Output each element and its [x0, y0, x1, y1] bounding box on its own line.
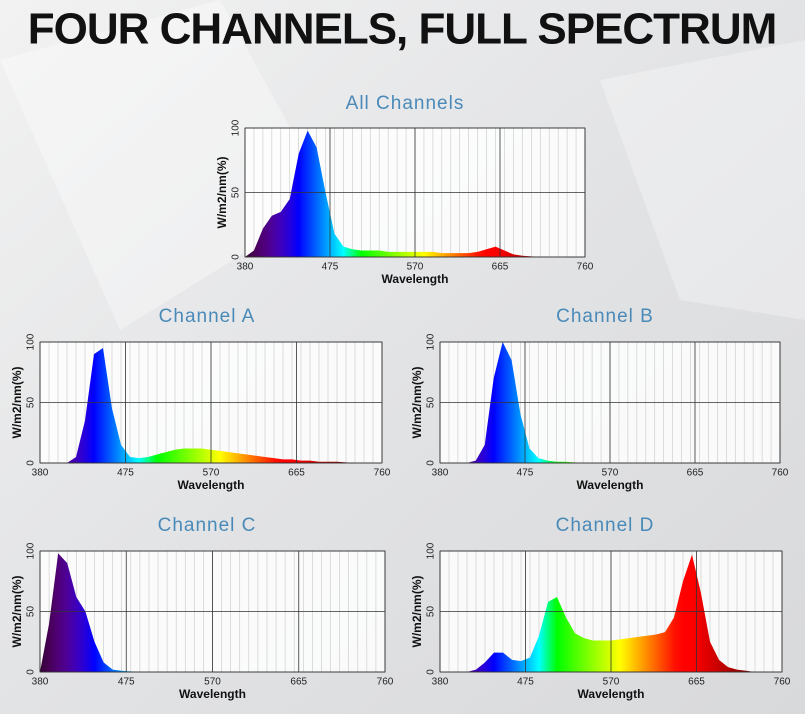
plot-frame	[244, 127, 586, 258]
y-tick-label: 0	[26, 460, 37, 466]
y-tick-label: 100	[231, 119, 242, 136]
y-tick-label: 100	[426, 542, 437, 559]
chart-title: Channel D	[556, 515, 655, 536]
y-tick-label: 0	[426, 460, 437, 466]
y-tick-label: 50	[231, 187, 242, 199]
plot-frame	[39, 341, 383, 464]
x-tick-label: 760	[374, 468, 391, 479]
x-tick-label: 570	[203, 468, 220, 479]
x-tick-label: 380	[432, 677, 449, 688]
plot-frame	[439, 341, 781, 464]
y-tick-label: 0	[26, 669, 37, 675]
y-tick-label: 0	[426, 669, 437, 675]
y-tick-label: 100	[26, 333, 37, 350]
plot-frame	[439, 550, 783, 673]
plot-frame	[39, 550, 386, 673]
y-tick-label: 50	[26, 606, 37, 618]
x-axis-label: Wavelength	[179, 687, 246, 701]
x-axis-label: Wavelength	[178, 478, 245, 492]
y-axis-label: W/m2/nm(%)	[410, 575, 424, 647]
x-axis-label: Wavelength	[578, 687, 645, 701]
x-axis-label: Wavelength	[382, 272, 449, 286]
x-tick-label: 475	[517, 677, 534, 688]
x-tick-label: 570	[204, 677, 221, 688]
x-tick-label: 570	[407, 262, 424, 273]
background-facet	[600, 40, 805, 320]
x-tick-label: 570	[603, 677, 620, 688]
x-tick-label: 475	[117, 468, 134, 479]
x-tick-label: 665	[288, 468, 305, 479]
y-tick-label: 50	[426, 397, 437, 409]
x-tick-label: 570	[602, 468, 619, 479]
x-tick-label: 665	[687, 468, 704, 479]
x-tick-label: 665	[492, 262, 509, 273]
chart-title: Channel C	[158, 515, 257, 536]
y-axis-label: W/m2/nm(%)	[10, 575, 24, 647]
x-tick-label: 760	[774, 677, 791, 688]
y-axis-label: W/m2/nm(%)	[215, 156, 229, 228]
chart-title: All Channels	[346, 93, 465, 114]
x-tick-label: 380	[32, 468, 49, 479]
x-tick-label: 760	[577, 262, 594, 273]
x-tick-label: 380	[32, 677, 49, 688]
chart-title: Channel A	[159, 306, 256, 327]
spectrum-area	[40, 348, 382, 463]
y-axis-label: W/m2/nm(%)	[410, 366, 424, 438]
chart-title: Channel B	[556, 306, 654, 327]
x-tick-label: 475	[517, 468, 534, 479]
x-tick-label: 380	[432, 468, 449, 479]
y-tick-label: 0	[231, 254, 242, 260]
y-tick-label: 100	[26, 542, 37, 559]
x-tick-label: 665	[688, 677, 705, 688]
x-tick-label: 380	[237, 262, 254, 273]
page-title: FOUR CHANNELS, FULL SPECTRUM	[28, 5, 777, 54]
x-tick-label: 760	[377, 677, 394, 688]
spectrum-area	[40, 553, 385, 672]
x-tick-label: 475	[118, 677, 135, 688]
y-tick-label: 50	[26, 397, 37, 409]
y-tick-label: 50	[426, 606, 437, 618]
x-tick-label: 665	[290, 677, 307, 688]
x-axis-label: Wavelength	[577, 478, 644, 492]
y-tick-label: 100	[426, 333, 437, 350]
y-axis-label: W/m2/nm(%)	[10, 366, 24, 438]
x-tick-label: 760	[772, 468, 789, 479]
x-tick-label: 475	[322, 262, 339, 273]
